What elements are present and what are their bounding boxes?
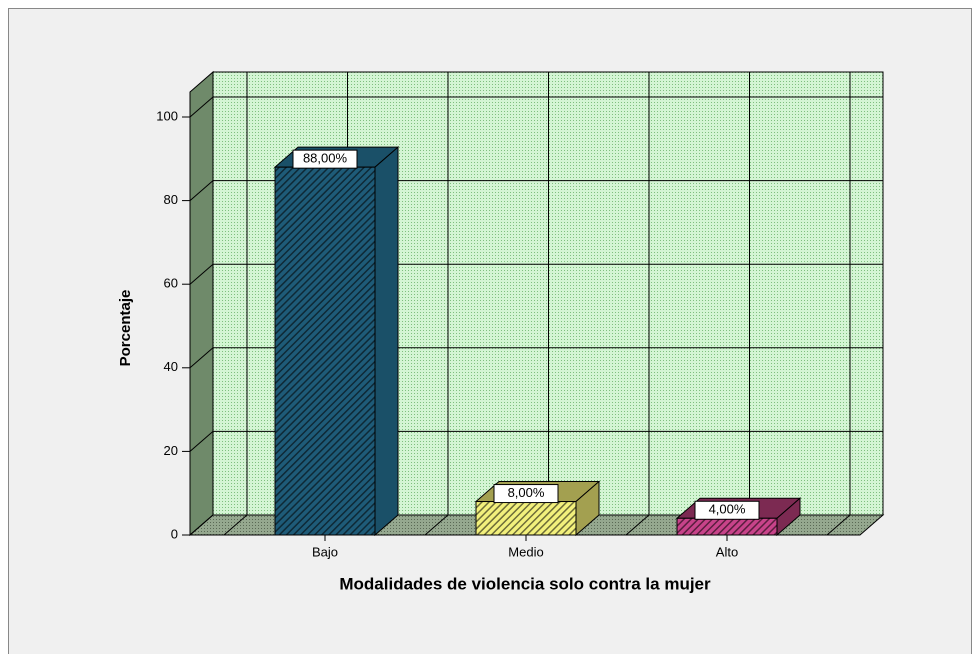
floor-line	[424, 514, 449, 536]
floor-line	[223, 514, 248, 536]
y-tick-label: 100	[156, 108, 178, 123]
grid-line-side	[189, 514, 214, 536]
grid-line-side	[189, 180, 214, 201]
plot: 0 20 40 60 80 100 88,00% Bajo 8,00% Medio 4,00% Alt…	[156, 70, 885, 559]
value-label: 8,00%	[508, 485, 545, 500]
y-axis-label: Porcentaje	[117, 290, 134, 367]
value-label-box	[292, 149, 358, 169]
x-axis-label: Modalidades de violencia solo contra la …	[339, 574, 711, 593]
floor-line	[625, 514, 650, 536]
y-tick-label: 60	[164, 276, 178, 291]
x-tick-label: Medio	[508, 544, 543, 559]
grid-line-side	[189, 263, 214, 285]
y-tick-label: 40	[164, 359, 178, 374]
bar	[676, 517, 778, 536]
value-label: 4,00%	[709, 502, 746, 517]
grid-line-side	[189, 96, 214, 118]
bar	[475, 501, 577, 536]
grid-line-side	[189, 431, 214, 452]
y-tick-label: 20	[164, 443, 178, 458]
y-tick-label: 80	[164, 192, 178, 207]
grid-line-side	[189, 347, 214, 369]
left-wall	[189, 70, 214, 537]
y-tick-label: 0	[171, 526, 178, 541]
x-tick-label: Bajo	[312, 544, 338, 559]
bar-side	[374, 146, 399, 537]
x-tick-label: Alto	[716, 544, 738, 559]
value-label-box	[493, 484, 559, 504]
floor-line	[826, 514, 851, 536]
value-label: 88,00%	[303, 151, 348, 166]
value-label-box	[694, 500, 760, 520]
bar	[274, 166, 376, 536]
